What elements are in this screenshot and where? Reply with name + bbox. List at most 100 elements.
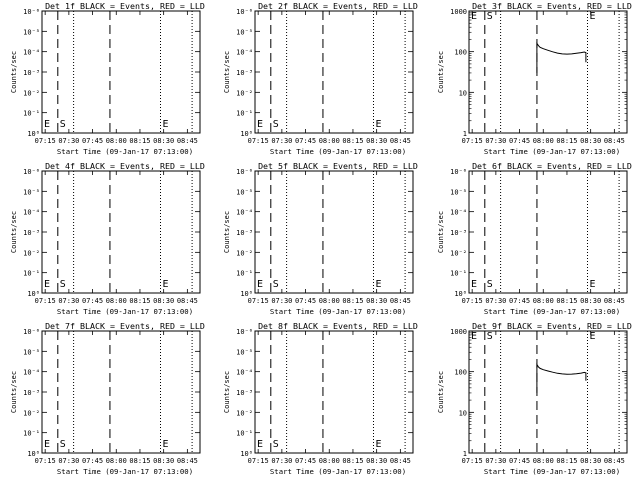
chart-title: Det 2f BLACK = Events, RED = LLD [258, 1, 418, 11]
plot-frame [41, 170, 201, 294]
chart-panel: Det 5f BLACK = Events, RED = LLD Counts/s… [223, 161, 418, 316]
x-tick-label: 08:30 [366, 457, 387, 465]
y-tick-label: 1 [463, 130, 467, 138]
x-tick-label: 07:45 [295, 137, 316, 145]
marker-label: E [590, 11, 596, 22]
marker-label: E [163, 119, 169, 130]
x-tick-label: 08:30 [153, 457, 174, 465]
chart-panel: Det 2f BLACK = Events, RED = LLD Counts/s… [223, 1, 418, 156]
y-tick-label: 10⁻⁴ [236, 49, 253, 57]
y-tick-label: 10⁻⁵ [450, 188, 467, 196]
y-tick-label: 10⁻¹ [236, 110, 253, 118]
x-axis-label: Start Time (09-Jan-17 07:13:00) [270, 147, 406, 156]
y-tick-label: 10⁻² [23, 89, 40, 97]
y-tick-label: 10⁻³ [23, 229, 40, 237]
x-tick-label: 08:45 [604, 297, 625, 305]
chart-title: Det 4f BLACK = Events, RED = LLD [45, 161, 205, 171]
x-tick-label: 07:15 [35, 457, 56, 465]
x-tick-label: 07:45 [82, 297, 103, 305]
y-tick-label: 10⁻⁶ [23, 8, 40, 16]
marker-label: E [376, 119, 382, 130]
chart-title: Det 9f BLACK = Events, RED = LLD [472, 321, 632, 331]
x-tick-label: 07:30 [271, 297, 292, 305]
plot-frame [468, 10, 628, 134]
x-tick-label: 08:15 [129, 137, 150, 145]
x-tick-label: 08:30 [153, 297, 174, 305]
y-axis-label: Counts/sec [437, 211, 445, 253]
x-tick-label: 07:45 [295, 457, 316, 465]
y-tick-label: 10⁻¹ [23, 110, 40, 118]
y-tick-label: 10⁰ [27, 450, 40, 458]
marker-label: E [590, 279, 596, 290]
y-tick-label: 10⁰ [240, 130, 253, 138]
y-tick-label: 10⁻⁵ [23, 348, 40, 356]
x-tick-label: 08:45 [604, 457, 625, 465]
marker-label: E [257, 439, 263, 450]
x-axis-label: Start Time (09-Jan-17 07:13:00) [484, 147, 620, 156]
y-axis-label: Counts/sec [10, 51, 18, 93]
y-axis-label: Counts/sec [223, 371, 231, 413]
x-axis-label: Start Time (09-Jan-17 07:13:00) [57, 467, 193, 476]
x-tick-label: 08:45 [177, 137, 198, 145]
marker-label: E [471, 11, 477, 22]
chart-panel: Det 3f BLACK = Events, RED = LLD Counts/s… [437, 1, 632, 156]
y-tick-label: 10⁻⁶ [236, 328, 253, 336]
marker-label: E [471, 279, 477, 290]
marker-label: E [44, 439, 50, 450]
x-tick-label: 07:30 [271, 137, 292, 145]
x-tick-label: 08:00 [319, 137, 340, 145]
chart-title: Det 8f BLACK = Events, RED = LLD [258, 321, 418, 331]
y-tick-label: 10⁻³ [236, 69, 253, 77]
marker-label: S [487, 279, 493, 290]
chart-panel: Det 6f BLACK = Events, RED = LLD Counts/s… [437, 161, 632, 316]
x-axis-label: Start Time (09-Jan-17 07:13:00) [484, 467, 620, 476]
y-tick-label: 10⁰ [27, 290, 40, 298]
x-tick-label: 07:45 [509, 297, 530, 305]
y-tick-label: 1000 [450, 328, 467, 336]
x-tick-label: 08:15 [556, 457, 577, 465]
y-tick-label: 10⁻⁴ [236, 209, 253, 217]
y-tick-label: 10⁻⁴ [23, 209, 40, 217]
x-tick-label: 08:15 [129, 457, 150, 465]
marker-label: E [44, 119, 50, 130]
y-tick-label: 10⁻² [236, 89, 253, 97]
y-tick-label: 10⁻² [23, 249, 40, 257]
y-tick-label: 10⁻⁶ [236, 168, 253, 176]
x-tick-label: 08:15 [342, 137, 363, 145]
x-tick-label: 07:15 [462, 297, 483, 305]
plot-frame [468, 170, 628, 294]
x-tick-label: 07:15 [35, 137, 56, 145]
marker-label: E [44, 279, 50, 290]
series-line [536, 362, 587, 393]
x-tick-label: 07:30 [58, 457, 79, 465]
y-tick-label: 10⁰ [454, 290, 467, 298]
marker-label: S [60, 119, 66, 130]
x-tick-label: 07:15 [35, 297, 56, 305]
y-tick-label: 10⁻⁴ [236, 369, 253, 377]
chart-title: Det 1f BLACK = Events, RED = LLD [45, 1, 205, 11]
y-tick-label: 10⁻⁵ [23, 28, 40, 36]
x-axis-label: Start Time (09-Jan-17 07:13:00) [484, 307, 620, 316]
y-tick-label: 10 [459, 89, 467, 97]
x-tick-label: 08:30 [366, 137, 387, 145]
plot-frame [41, 10, 201, 134]
x-tick-label: 08:30 [580, 297, 601, 305]
marker-label: E [590, 331, 596, 342]
y-tick-label: 10⁻⁶ [236, 8, 253, 16]
x-tick-label: 08:45 [390, 297, 411, 305]
y-tick-label: 10⁰ [27, 130, 40, 138]
y-tick-label: 10⁻¹ [236, 270, 253, 278]
x-tick-label: 08:45 [390, 137, 411, 145]
y-tick-label: 10⁻⁴ [450, 209, 467, 217]
y-tick-label: 10⁻³ [450, 229, 467, 237]
x-tick-label: 07:30 [485, 297, 506, 305]
x-tick-label: 07:15 [248, 297, 269, 305]
y-tick-label: 10 [459, 409, 467, 417]
y-tick-label: 10⁻¹ [450, 270, 467, 278]
y-tick-label: 10⁻³ [23, 389, 40, 397]
x-axis-label: Start Time (09-Jan-17 07:13:00) [270, 307, 406, 316]
x-tick-label: 07:30 [485, 457, 506, 465]
y-tick-label: 10⁻⁶ [23, 328, 40, 336]
marker-label: E [163, 279, 169, 290]
x-tick-label: 08:15 [129, 297, 150, 305]
